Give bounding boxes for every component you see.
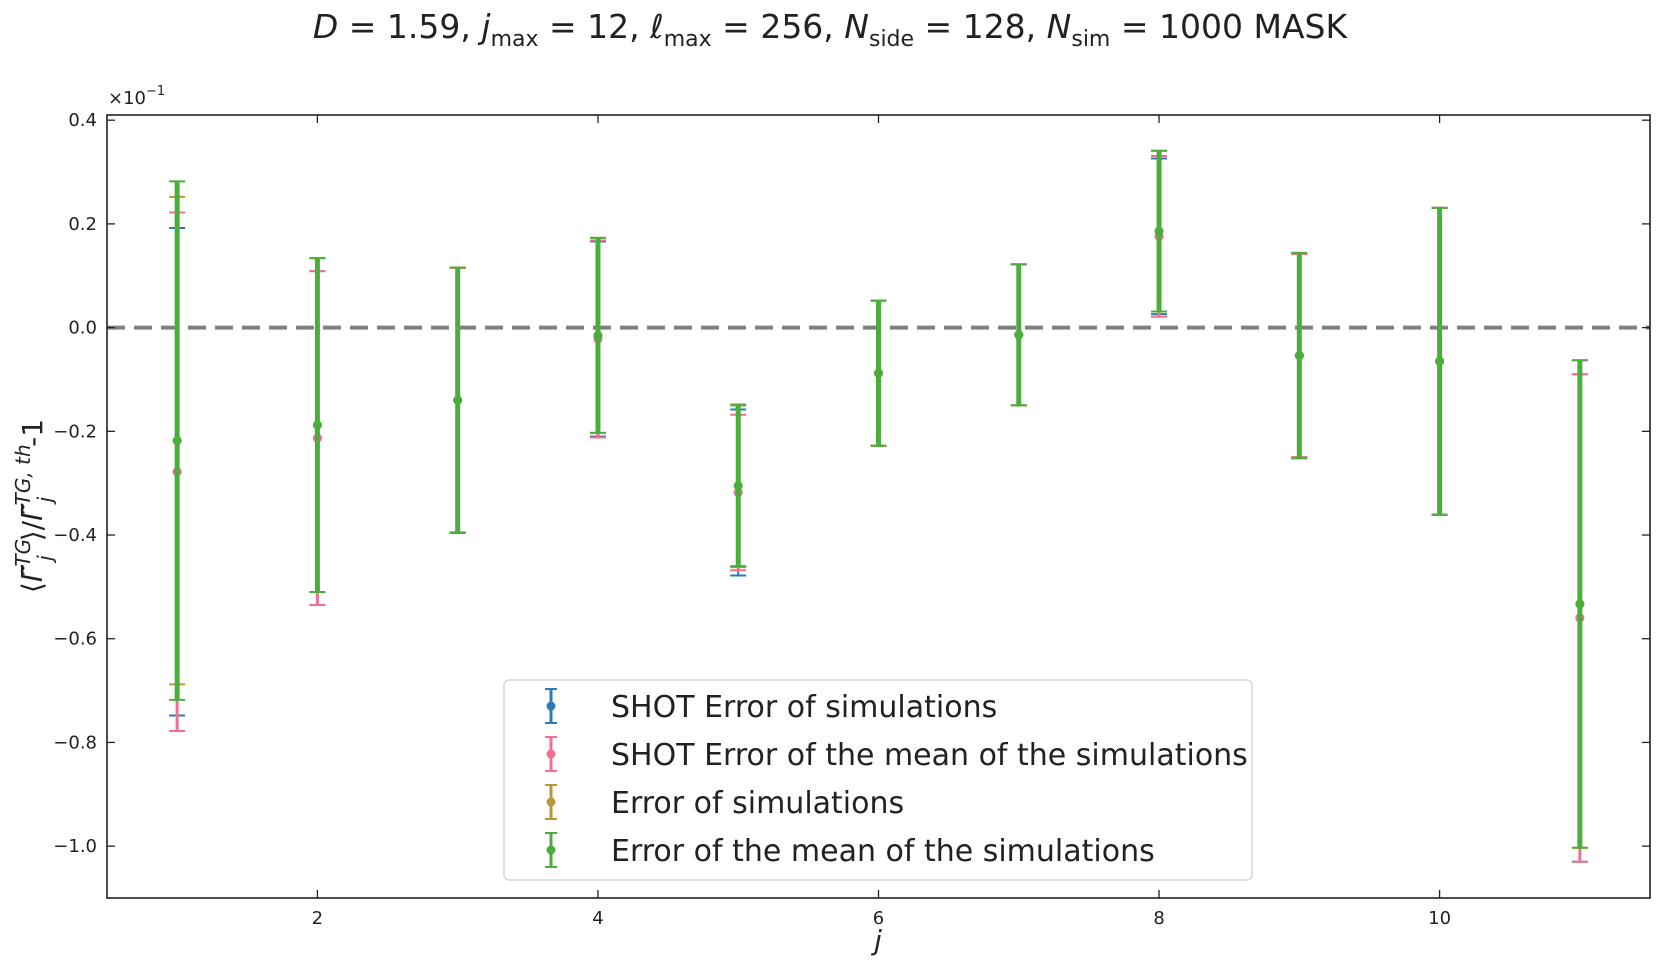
data-point xyxy=(1014,330,1024,340)
legend-entry-1: SHOT Error of simulations xyxy=(545,688,997,725)
legend-label: SHOT Error of simulations xyxy=(611,690,997,725)
y-tick-label: −0.4 xyxy=(53,525,97,546)
legend-marker-point xyxy=(546,845,556,855)
y-tick-label: −0.8 xyxy=(53,732,97,753)
series-layer xyxy=(169,149,1588,863)
legend-entry-4: Error of the mean of the simulations xyxy=(545,832,1155,869)
x-tick-label: 10 xyxy=(1428,908,1451,929)
data-point xyxy=(1435,356,1445,366)
legend-entry-3: Error of simulations xyxy=(545,784,904,821)
legend-marker-point xyxy=(546,797,556,807)
y-tick-label: −0.2 xyxy=(53,421,97,442)
data-point xyxy=(733,481,743,491)
y-tick-label: 0.2 xyxy=(68,214,97,235)
data-point xyxy=(453,395,463,405)
y-tick-label: −0.6 xyxy=(53,629,97,650)
legend-label: Error of the mean of the simulations xyxy=(611,834,1155,869)
series-4 xyxy=(169,149,1588,849)
y-tick-label: 0.4 xyxy=(68,110,97,131)
y-tick-label: −1.0 xyxy=(53,836,97,857)
legend-label: SHOT Error of the mean of the simulation… xyxy=(611,738,1248,773)
y-scale-label: ×10−1 xyxy=(108,84,165,109)
data-point xyxy=(172,436,182,446)
x-tick-label: 4 xyxy=(592,908,603,929)
tick-layer: 2 4 6 8 10 −1.0 −0.8 −0.6 −0.4 −0.2 0.0 0.2 0.4 xyxy=(53,110,1650,929)
legend: SHOT Error of simulations SHOT Error of t… xyxy=(503,679,1253,881)
y-axis-label: ⟨Γ̃TGj⟩/Γ̃TG, thj-1 xyxy=(11,419,57,593)
data-point xyxy=(1154,226,1164,236)
x-tick-label: 6 xyxy=(873,908,884,929)
legend-marker-point xyxy=(546,749,556,759)
data-point xyxy=(593,330,603,340)
y-tick-label: 0.0 xyxy=(68,318,97,339)
data-point xyxy=(874,368,883,378)
x-tick-label: 2 xyxy=(312,908,323,929)
legend-marker-point xyxy=(546,701,556,711)
legend-entry-2: SHOT Error of the mean of the simulation… xyxy=(545,736,1248,773)
data-point xyxy=(1575,599,1585,609)
data-point xyxy=(312,420,322,430)
data-point xyxy=(1294,351,1304,361)
x-tick-label: 8 xyxy=(1153,908,1164,929)
chart-title: D = 1.59, jmax = 12, ℓmax = 256, Nside =… xyxy=(313,7,1349,52)
legend-label: Error of simulations xyxy=(611,786,904,821)
legend-frame xyxy=(503,679,1253,881)
